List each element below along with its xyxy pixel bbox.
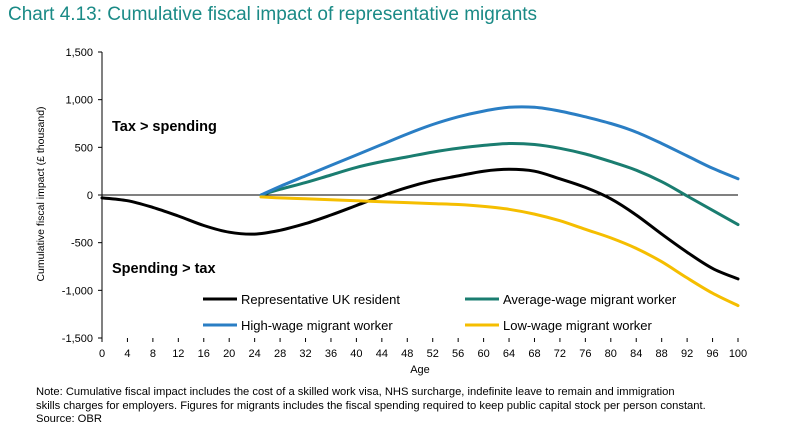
x-tick-label: 68 [528,348,540,360]
x-tick-label: 88 [656,348,668,360]
annotation-spending-gt-tax: Spending > tax [112,261,216,277]
note-line-1: Note: Cumulative fiscal impact includes … [36,386,675,398]
series-lines [100,105,740,308]
x-tick-label: 64 [503,348,515,360]
x-tick-label: 16 [198,348,210,360]
y-tick-label: 1,000 [65,95,93,107]
series-line-high-wage [259,105,740,197]
legend-label-average-wage: Average-wage migrant worker [503,292,677,307]
axes [98,51,739,342]
x-tick-label: 24 [249,348,261,360]
x-tick-label: 52 [427,348,439,360]
x-tick-labels: 0 4 8 12 16 20 24 28 32 36 40 44 48 52 56 60 64 68 72 76 80 8… [99,348,747,360]
x-tick-label: 8 [150,348,156,360]
series-line-uk-resident [100,167,740,281]
chart-title: Chart 4.13: Cumulative fiscal impact of … [8,4,538,25]
x-tick-label: 92 [681,348,693,360]
x-tick-label: 20 [223,348,235,360]
y-tick-label: 500 [75,142,93,154]
legend-label-uk-resident: Representative UK resident [241,292,400,307]
note-line-3: Source: OBR [36,413,102,425]
y-tick-label: 0 [87,190,93,202]
x-tick-label: 0 [99,348,105,360]
x-axis-label: Age [410,364,430,376]
y-tick-label: -1,500 [62,333,93,345]
x-tick-label: 28 [274,348,286,360]
x-tick-label: 44 [376,348,388,360]
x-tick-label: 36 [325,348,337,360]
legend: Representative UK resident Average-wage … [203,292,677,333]
x-tick-label: 72 [554,348,566,360]
x-tick-label: 12 [172,348,184,360]
y-tick-label: -500 [71,238,93,250]
x-tick-label: 76 [579,348,591,360]
series-line-low-wage [259,195,740,308]
x-tick-label: 80 [605,348,617,360]
x-tick-label: 96 [706,348,718,360]
x-tick-label: 48 [401,348,413,360]
y-tick-label: 1,500 [65,47,93,59]
x-tick-label: 56 [452,348,464,360]
x-tick-label: 4 [124,348,130,360]
note-line-2: skills charges for employers. Figures fo… [36,399,706,412]
annotation-tax-gt-spending: Tax > spending [112,119,217,135]
x-tick-label: 40 [350,348,362,360]
x-tick-label: 100 [729,348,747,360]
legend-label-low-wage: Low-wage migrant worker [503,318,653,333]
y-tick-label: -1,000 [62,285,93,297]
y-axis-label: Cumulative fiscal impact (£ thousand) [35,106,47,281]
x-tick-label: 32 [299,348,311,360]
legend-label-high-wage: High-wage migrant worker [241,318,393,333]
chart-note: Note: Cumulative fiscal impact includes … [36,386,776,427]
x-tick-label: 84 [630,348,642,360]
y-tick-labels: 1,500 1,000 500 0 -500 -1,000 -1,500 [62,47,93,345]
series-line-average-wage [259,141,740,227]
x-tick-label: 60 [477,348,489,360]
